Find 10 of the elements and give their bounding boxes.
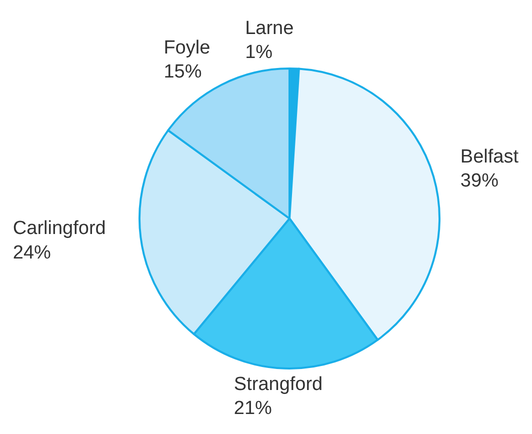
data-label: 39% (460, 170, 499, 192)
slice-label: Carlingford (12, 218, 106, 240)
data-label: 15% (164, 61, 202, 82)
slice-label: Strangford (234, 374, 323, 395)
data-label: 24% (12, 242, 52, 264)
data-label: 1% (245, 42, 273, 64)
slice-label: Foyle (164, 37, 210, 58)
data-label: 21% (234, 398, 272, 419)
slice-label: Larne (245, 18, 294, 40)
slice-label: Belfast (460, 146, 520, 168)
